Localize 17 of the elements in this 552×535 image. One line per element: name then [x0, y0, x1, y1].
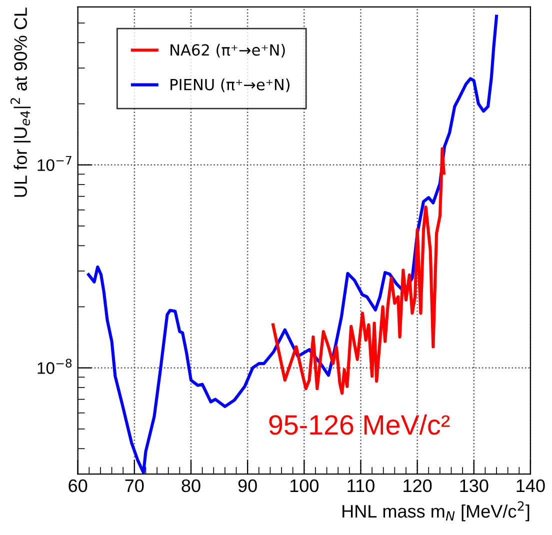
- y-axis-title: UL for |U$_{e4}$|$^{2}$ at 90% CL: [10, 8, 31, 197]
- x-tick-label: 120: [404, 479, 432, 492]
- y-tick-label: 10$^{−7}$: [38, 156, 72, 171]
- x-tick-label: 140: [516, 479, 545, 492]
- annotation: 95-126 MeV/c²: [269, 414, 450, 435]
- x-tick-label: 130: [460, 479, 488, 492]
- y-tick-label: 10$^{−8}$: [38, 358, 72, 374]
- x-tick-label: 90: [238, 479, 257, 492]
- x-tick-label: 70: [125, 479, 144, 492]
- x-tick-label: 100: [290, 479, 319, 492]
- x-axis-title: HNL mass m$_{N}$ [MeV/c$^{2}$]: [342, 501, 530, 522]
- legend-label: NA62 (π⁺→e⁺N): [170, 44, 285, 58]
- line-series: [272, 147, 446, 395]
- x-tick-label: 80: [182, 479, 200, 492]
- x-tick-label: 60: [68, 479, 88, 492]
- x-tick-label: 110: [348, 479, 374, 492]
- legend-label: PIENU (π⁺→e⁺N): [170, 78, 290, 92]
